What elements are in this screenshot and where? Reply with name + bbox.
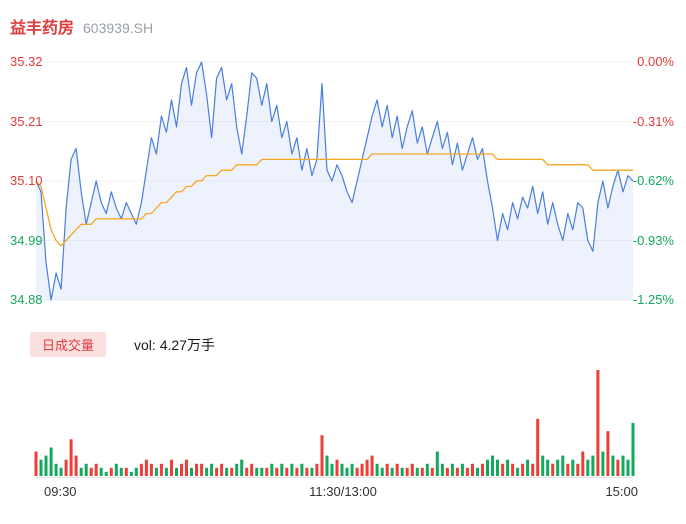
- volume-total-label: vol: 4.27万手: [134, 336, 215, 353]
- volume-header: 日成交量 vol: 4.27万手: [30, 332, 215, 357]
- price-axis-label: 35.32: [10, 54, 43, 69]
- pct-axis-label: -0.62%: [632, 173, 674, 188]
- avg-price-line: [35, 153, 633, 247]
- price-axis-label: 34.99: [10, 232, 43, 248]
- price-axis-label: 35.21: [10, 113, 43, 129]
- time-label-close: 15:00: [605, 484, 638, 499]
- pct-axis-label: 0.00%: [637, 54, 674, 69]
- time-label-noon: 11:30/13:00: [309, 484, 377, 499]
- time-label-open: 09:30: [44, 484, 77, 499]
- pct-axis-label: -0.31%: [632, 113, 674, 129]
- stock-name: 益丰药房: [10, 20, 75, 37]
- pct-axis-label: -0.93%: [632, 232, 674, 248]
- volume-tab-badge[interactable]: 日成交量: [30, 332, 107, 357]
- price-series-line: [35, 61, 634, 301]
- time-axis: 09:30 11:30/13:00 15:00: [0, 484, 686, 502]
- gridlines: [36, 61, 633, 301]
- price-area-fill: [36, 62, 633, 300]
- volume-bars: [34, 370, 635, 476]
- header: 益丰药房 603939.SH: [10, 14, 153, 38]
- stock-code: 603939.SH: [83, 20, 154, 36]
- volume-chart[interactable]: [0, 362, 686, 480]
- price-chart[interactable]: [0, 50, 686, 312]
- price-axis-label: 35.10: [10, 173, 43, 188]
- price-axis-label: 34.88: [10, 292, 43, 307]
- pct-axis-label: -1.25%: [632, 292, 674, 307]
